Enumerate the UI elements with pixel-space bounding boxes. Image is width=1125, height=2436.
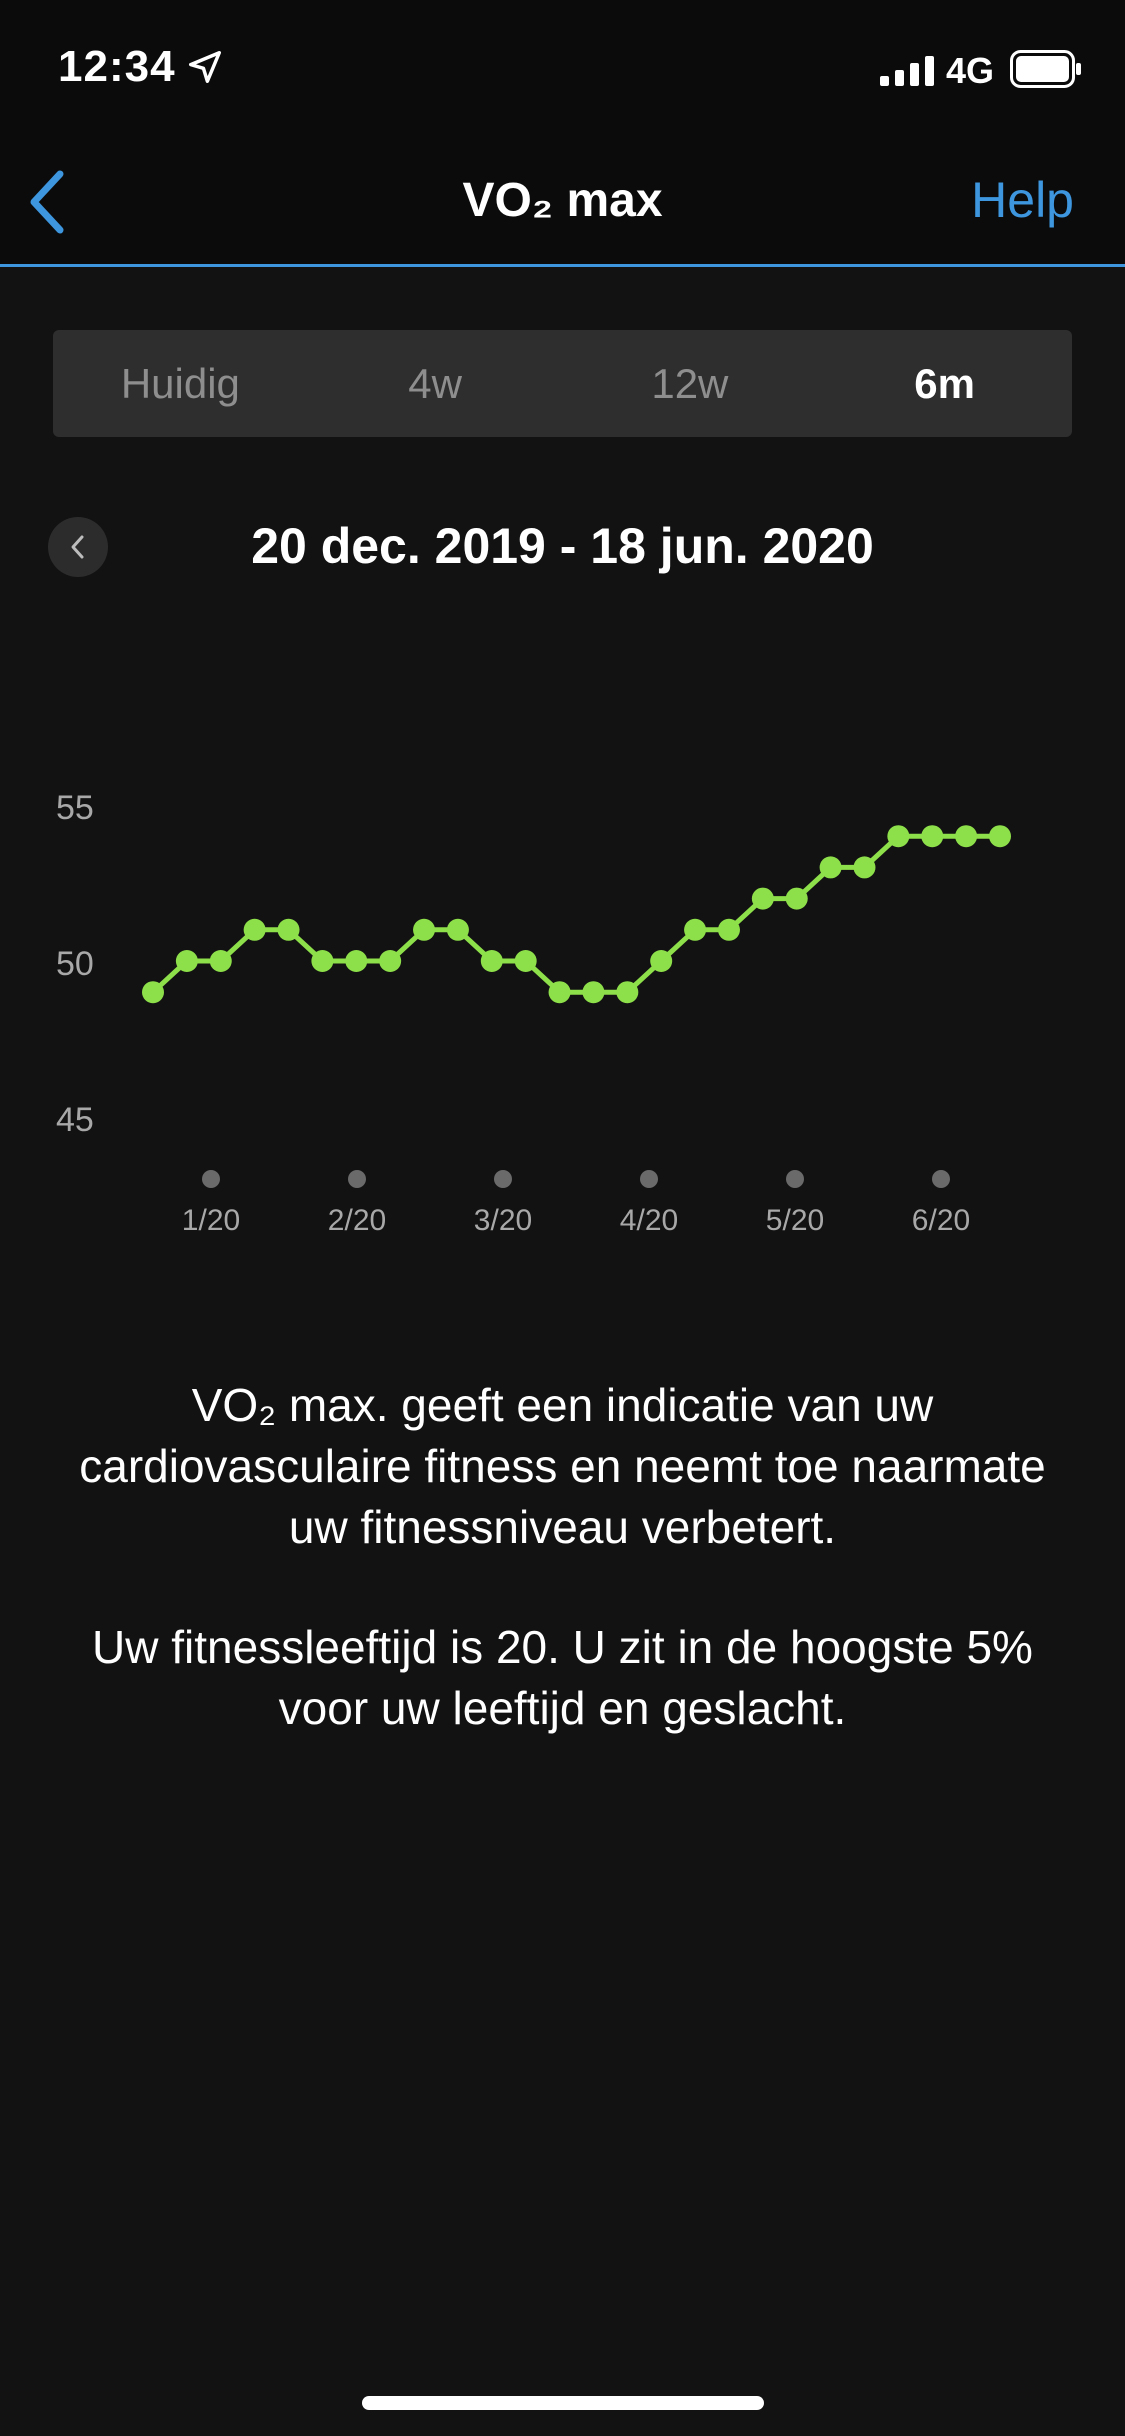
navigation-bar: VO₂ max Help bbox=[0, 140, 1125, 267]
data-point bbox=[582, 981, 605, 1004]
period-selector: Huidig 4w 12w 6m bbox=[53, 330, 1072, 437]
x-tick-marker bbox=[786, 1170, 804, 1188]
x-tick-label: 2/20 bbox=[328, 1204, 386, 1237]
x-tick-label: 3/20 bbox=[474, 1204, 532, 1237]
data-point bbox=[413, 918, 436, 941]
data-point bbox=[955, 825, 978, 848]
tab-12-weeks[interactable]: 12w bbox=[651, 359, 729, 407]
series-line bbox=[151, 833, 1000, 995]
date-range-label: 20 dec. 2019 - 18 jun. 2020 bbox=[251, 518, 874, 574]
data-point bbox=[209, 950, 232, 972]
y-tick-label: 55 bbox=[56, 789, 94, 827]
tab-current[interactable]: Huidig bbox=[120, 359, 240, 407]
data-point bbox=[480, 950, 503, 972]
data-point bbox=[853, 856, 876, 879]
fitness-age-text: Uw fitnessleeftijd is 20. U zit in de ho… bbox=[92, 1621, 1033, 1734]
data-point bbox=[277, 918, 300, 941]
network-type: 4G bbox=[946, 50, 995, 91]
data-point bbox=[785, 887, 808, 910]
home-indicator bbox=[362, 2396, 764, 2410]
vo2max-line-chart: 55 50 45 1/20 2/20 3/20 4/20 5/20 6/20 bbox=[56, 789, 1011, 1237]
x-tick-marker bbox=[494, 1170, 512, 1188]
x-tick-marker bbox=[348, 1170, 366, 1188]
data-point bbox=[887, 825, 910, 848]
data-point bbox=[548, 981, 571, 1004]
status-bar: 12:34 4G bbox=[0, 0, 1125, 140]
tab-6-months[interactable]: 6m bbox=[914, 359, 975, 407]
data-point bbox=[345, 950, 368, 972]
data-point bbox=[921, 825, 944, 848]
data-point bbox=[717, 918, 740, 941]
y-tick-label: 45 bbox=[56, 1101, 94, 1139]
y-tick-label: 50 bbox=[56, 945, 94, 983]
x-tick-label: 6/20 bbox=[912, 1204, 970, 1237]
tab-4-weeks[interactable]: 4w bbox=[408, 359, 462, 407]
signal-icon bbox=[880, 56, 934, 86]
chevron-left-icon bbox=[71, 535, 84, 559]
x-tick-marker bbox=[202, 1170, 220, 1188]
data-point bbox=[616, 981, 639, 1004]
data-point bbox=[311, 950, 334, 972]
data-point bbox=[819, 856, 842, 879]
data-point bbox=[175, 950, 198, 972]
vo2max-description: VO₂ max. geeft een indicatie van uw card… bbox=[79, 1379, 1046, 1553]
page-title: VO₂ max bbox=[462, 174, 663, 227]
status-time: 12:34 bbox=[58, 42, 176, 91]
data-point bbox=[684, 918, 707, 941]
back-chevron-icon[interactable] bbox=[24, 168, 72, 236]
x-tick-marker bbox=[640, 1170, 658, 1188]
data-point bbox=[243, 918, 266, 941]
data-point bbox=[379, 950, 402, 972]
x-tick-label: 5/20 bbox=[766, 1204, 824, 1237]
help-button[interactable]: Help bbox=[971, 172, 1074, 228]
location-arrow-icon bbox=[189, 51, 221, 83]
battery-icon bbox=[1010, 50, 1081, 88]
x-tick-label: 1/20 bbox=[182, 1204, 240, 1237]
data-point bbox=[446, 918, 469, 941]
x-tick-marker bbox=[932, 1170, 950, 1188]
data-point bbox=[989, 825, 1011, 848]
data-point bbox=[650, 950, 673, 972]
data-point bbox=[751, 887, 774, 910]
previous-period-button[interactable] bbox=[48, 517, 108, 577]
data-point bbox=[142, 981, 164, 1004]
x-tick-label: 4/20 bbox=[620, 1204, 678, 1237]
data-point bbox=[514, 950, 537, 972]
